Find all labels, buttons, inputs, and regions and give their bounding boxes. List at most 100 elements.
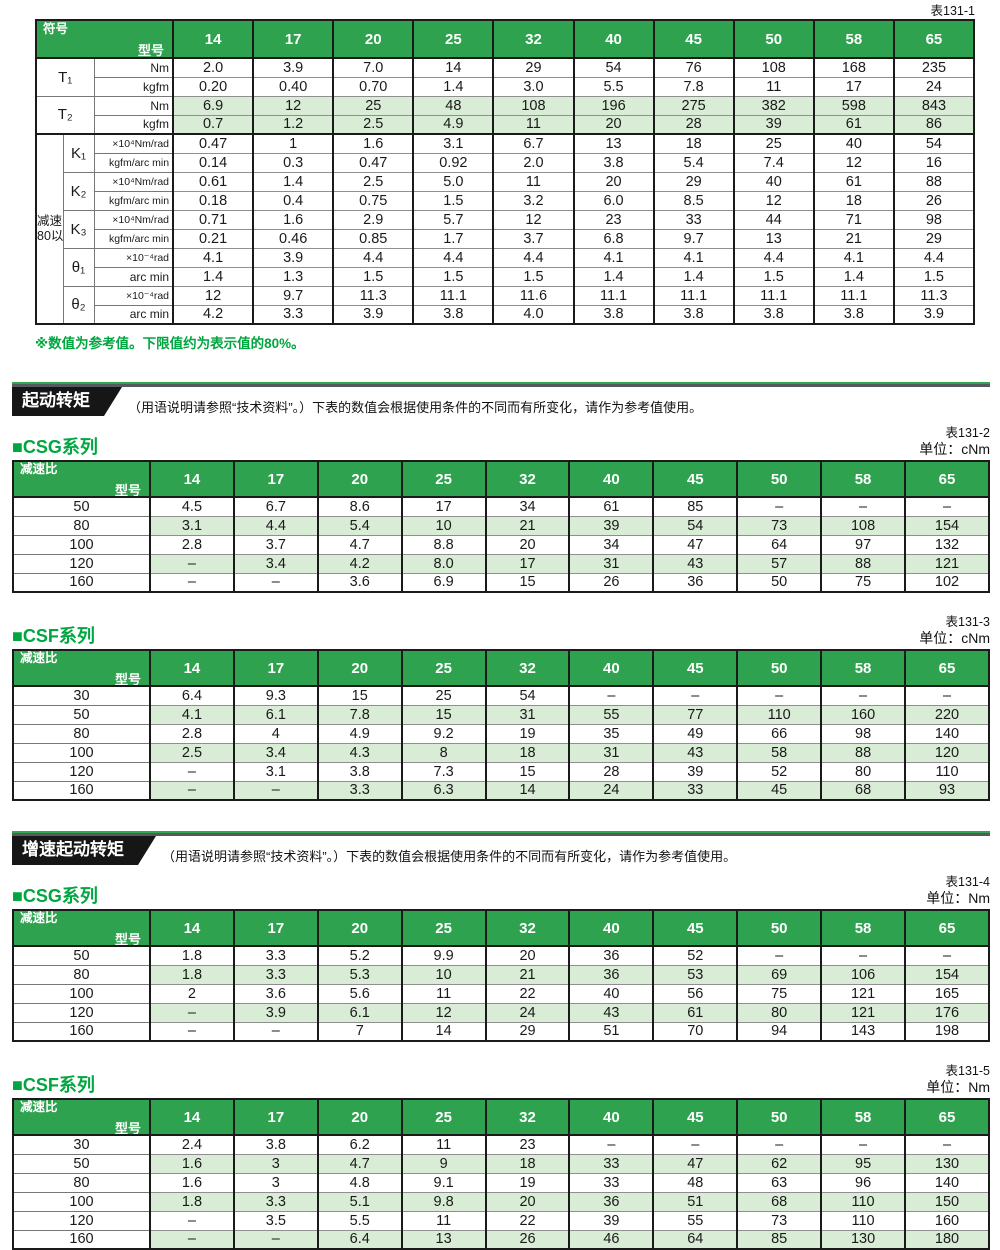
value-cell: 5.7: [412, 209, 495, 230]
value-cell: 33: [652, 780, 739, 801]
model-header-cell: 50: [736, 649, 823, 687]
value-cell: 11: [400, 1134, 487, 1155]
value-cell: 0.70: [332, 76, 415, 97]
value-cell: 1.5: [492, 266, 575, 287]
value-cell: 94: [736, 1021, 823, 1042]
value-cell: 35: [568, 723, 655, 744]
value-cell: 7.3: [400, 761, 487, 782]
value-cell: 0.46: [252, 228, 335, 249]
value-cell: 10: [400, 515, 487, 536]
model-header-cell: 50: [732, 19, 815, 59]
value-cell: 1.4: [812, 266, 895, 287]
corner-bottom-label: 减速比: [20, 651, 58, 665]
model-header-cell: 40: [568, 649, 655, 687]
value-cell: 21: [812, 228, 895, 249]
value-cell: 6.8: [572, 228, 655, 249]
diagonal-corner-cell: 型号 减速比: [12, 460, 151, 498]
series-table-grid: 型号 减速比 14 17 20 25 32 40 45 50 58 65 50 4.5 6.7 8.6 17 34…: [12, 460, 990, 593]
model-header-cell: 32: [484, 460, 571, 498]
table-block-csg-backdriving: ■CSG系列 表131-4 单位：Nm 型号 减速比 14 17 20 25 32 40 45 5…: [12, 875, 990, 1042]
value-cell: 3.8: [232, 1134, 319, 1155]
value-cell: 3.0: [492, 76, 575, 97]
value-cell: 53: [652, 964, 739, 985]
value-cell: 88: [892, 171, 976, 192]
value-cell: 0.61: [172, 171, 255, 192]
value-cell: 11: [732, 76, 815, 97]
value-cell: 3.9: [252, 57, 335, 78]
value-cell: 11.1: [572, 285, 655, 306]
value-cell: 7.4: [732, 152, 815, 173]
ratio-cell: 160: [12, 780, 151, 801]
ratio-cell: 120: [12, 1210, 151, 1231]
unit-cell: Nm: [93, 57, 174, 78]
model-header-cell: 65: [892, 19, 976, 59]
value-cell: 61: [812, 171, 895, 192]
value-cell: 196: [572, 95, 655, 116]
value-cell: 80: [820, 761, 907, 782]
value-cell: 165: [904, 983, 990, 1004]
value-cell: 48: [412, 95, 495, 116]
unit-cell: kgfm: [93, 114, 174, 135]
ratio-cell: 30: [12, 685, 151, 706]
value-cell: 56: [652, 983, 739, 1004]
value-cell: 23: [484, 1134, 571, 1155]
value-cell: 11.1: [412, 285, 495, 306]
value-cell: 31: [484, 704, 571, 725]
value-cell: 2.5: [332, 114, 415, 135]
model-header-cell: 17: [252, 19, 335, 59]
value-cell: 3.8: [652, 304, 735, 325]
value-cell: 6.2: [316, 1134, 403, 1155]
value-cell: 1.4: [572, 266, 655, 287]
ratio-cell: 160: [12, 1021, 151, 1042]
value-cell: 4.4: [892, 247, 976, 268]
value-cell: –: [736, 1134, 823, 1155]
value-cell: 75: [820, 572, 907, 593]
model-header-cell: 58: [820, 460, 907, 498]
value-cell: –: [149, 1002, 235, 1023]
value-cell: 0.4: [252, 190, 335, 211]
value-cell: 15: [484, 761, 571, 782]
value-cell: 4.4: [232, 515, 319, 536]
model-header-cell: 50: [736, 1098, 823, 1136]
value-cell: 3.1: [149, 515, 235, 536]
value-cell: 2.8: [149, 723, 235, 744]
value-cell: 13: [400, 1229, 487, 1250]
value-cell: 3.7: [232, 534, 319, 555]
model-header-cell: 14: [172, 19, 255, 59]
value-cell: 62: [736, 1153, 823, 1174]
value-cell: 1.4: [412, 76, 495, 97]
model-header-cell: 45: [652, 649, 739, 687]
model-header-cell: 40: [572, 19, 655, 59]
corner-bottom-label: 减速比: [20, 462, 58, 476]
value-cell: 4.7: [316, 1153, 403, 1174]
value-cell: –: [149, 1021, 235, 1042]
unit-cell: arc min: [93, 304, 174, 325]
caption-block: 表131-3 单位：cNm: [919, 615, 990, 647]
section-starting-torque: 起动转矩 （用语说明请参照“技术资料”。）下表的数值会根据使用条件的不同而有所变…: [0, 382, 1000, 801]
value-cell: 88: [820, 553, 907, 574]
model-header-cell: 14: [149, 460, 235, 498]
model-header-cell: 20: [316, 649, 403, 687]
model-header-cell: 25: [400, 1098, 487, 1136]
value-cell: –: [904, 1134, 990, 1155]
value-cell: 0.47: [332, 152, 415, 173]
series-label: ■CSF系列: [12, 1075, 95, 1095]
value-cell: –: [568, 1134, 655, 1155]
value-cell: 1: [252, 133, 335, 154]
value-cell: 98: [820, 723, 907, 744]
model-header-cell: 32: [492, 19, 575, 59]
value-cell: 85: [736, 1229, 823, 1250]
value-cell: 1.4: [252, 171, 335, 192]
value-cell: 4: [232, 723, 319, 744]
value-cell: 598: [812, 95, 895, 116]
value-cell: 12: [492, 209, 575, 230]
value-cell: 11: [400, 983, 487, 1004]
value-cell: 97: [820, 534, 907, 555]
value-cell: 5.2: [316, 945, 403, 966]
ratio-cell: 80: [12, 723, 151, 744]
value-cell: 121: [820, 1002, 907, 1023]
model-header-cell: 58: [820, 1098, 907, 1136]
value-cell: 3.3: [252, 304, 335, 325]
value-cell: 3.3: [316, 780, 403, 801]
value-cell: 21: [484, 515, 571, 536]
